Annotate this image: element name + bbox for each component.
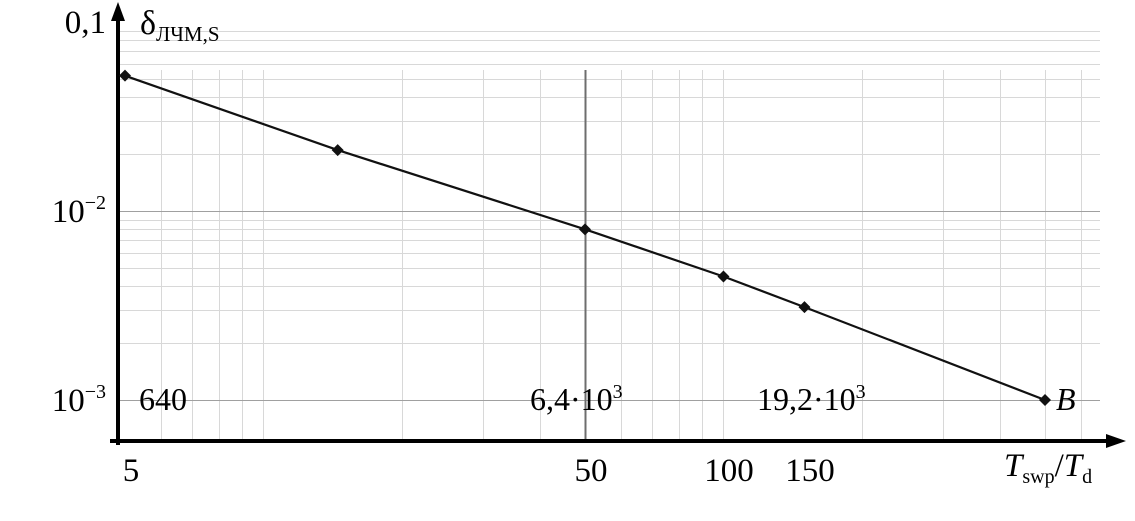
y-tick-label: 0,1: [65, 5, 106, 41]
major-grid: [120, 211, 1100, 401]
annotation-label: 19,2·103: [757, 381, 866, 417]
y-tick-label: 10−2: [52, 192, 106, 230]
x-tick-labels: 5 50 100 150: [123, 453, 835, 489]
y-axis-label: δЛЧМ,S: [140, 5, 220, 46]
y-axis-arrow-icon: [111, 2, 125, 21]
series-markers: [119, 69, 1051, 406]
x-axis-label: Tswp/Td: [1004, 448, 1092, 488]
series-line: [124, 74, 1046, 402]
y-tick-labels: 0,1 10−2 10−3: [52, 5, 106, 419]
x-tick-label: 100: [704, 453, 754, 489]
end-point-label: B: [1056, 381, 1076, 417]
x-axis-arrow-icon: [1106, 434, 1126, 448]
x-tick-label: 150: [785, 453, 835, 489]
annotations: 640 6,4·103 19,2·103: [139, 381, 866, 417]
x-axis: [110, 434, 1126, 448]
x-tick-label: 5: [123, 453, 140, 489]
y-axis: [111, 2, 125, 445]
minor-grid: [120, 31, 1100, 440]
y-tick-label: 10−3: [52, 381, 106, 419]
x-tick-label: 50: [575, 453, 608, 489]
annotation-label: 6,4·103: [530, 381, 623, 417]
annotation-label: 640: [139, 381, 187, 417]
